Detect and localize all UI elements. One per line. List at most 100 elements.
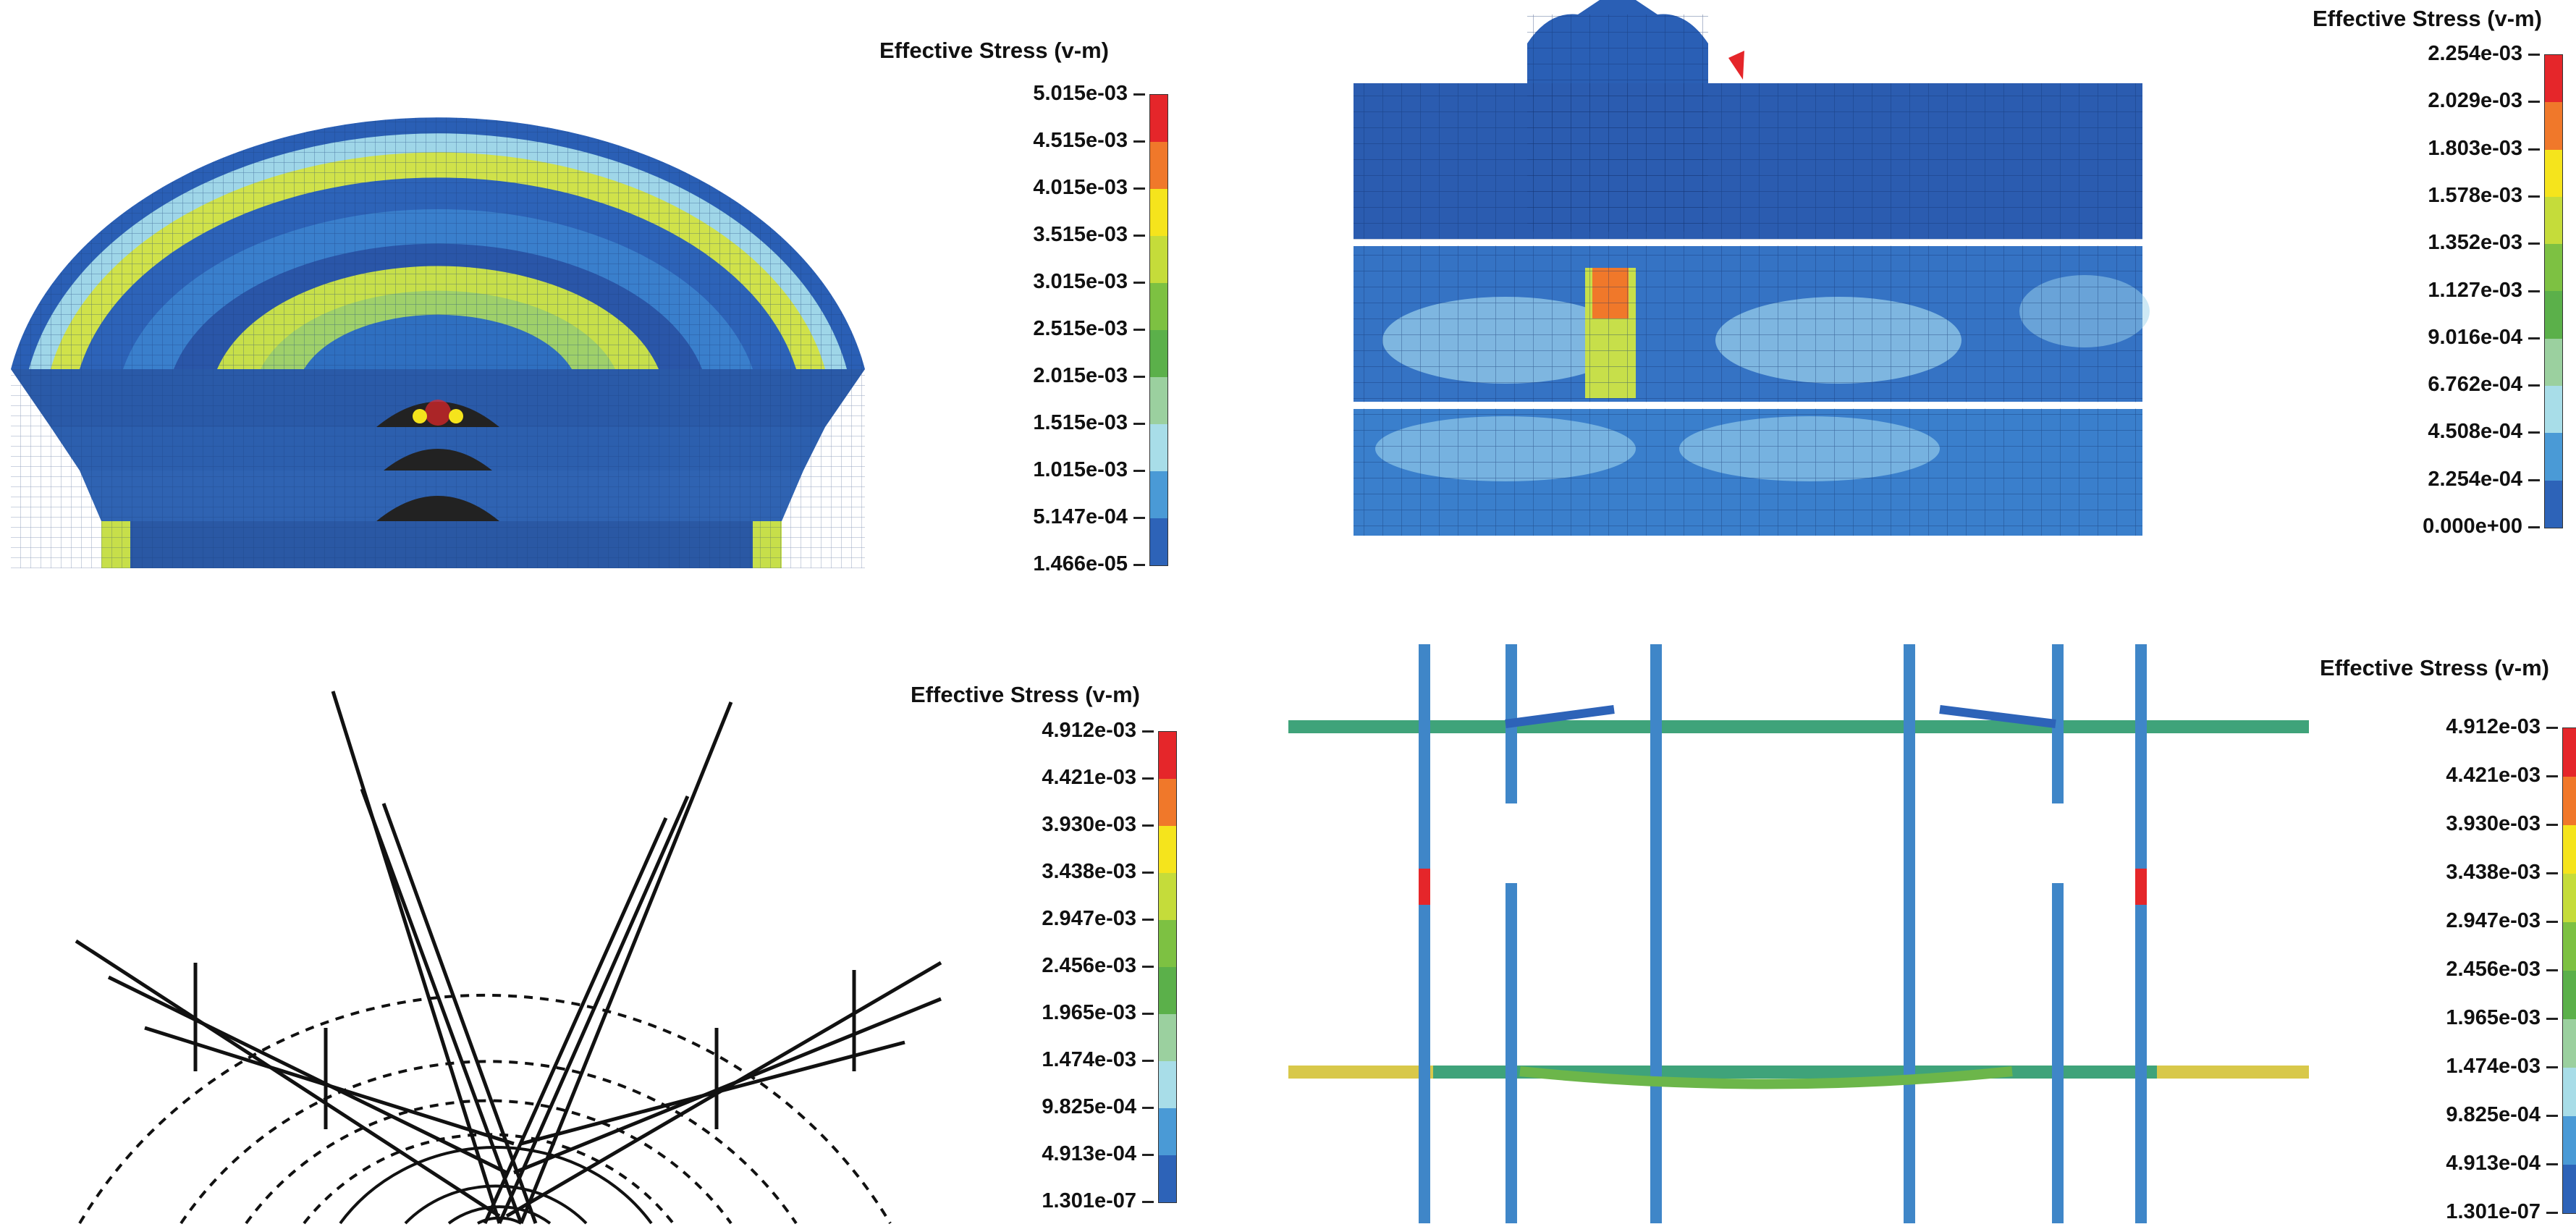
legend-tick-mark <box>1142 1154 1154 1156</box>
dome-mesh-model <box>11 117 865 568</box>
legend-tick-mark <box>2546 1163 2558 1165</box>
colorbar <box>2544 54 2563 528</box>
legend-title: Effective Stress (v-m) <box>2320 655 2550 680</box>
legend-tick-label: 9.016e-04 <box>2428 325 2522 349</box>
legend-tick-label: 4.912e-03 <box>1042 719 1136 742</box>
legend-tick-mark <box>2528 478 2540 481</box>
legend-tick-label: 2.456e-03 <box>2446 958 2541 981</box>
legend-tick-mark <box>2528 148 2540 151</box>
legend-tick-mark <box>2528 54 2540 56</box>
colorbar-segment <box>1159 873 1176 920</box>
legend-tick-label: 2.254e-04 <box>2428 467 2522 491</box>
legend-tick-mark <box>2546 1212 2558 1214</box>
colorbar-segment <box>1159 732 1176 779</box>
legend-tick-label: 4.913e-04 <box>1042 1142 1136 1165</box>
legend-tick-label: 2.947e-03 <box>2446 909 2541 932</box>
legend-tick-mark <box>1142 824 1154 827</box>
legend-tick-label: 3.438e-03 <box>2446 861 2541 884</box>
legend-tick-mark <box>2546 872 2558 874</box>
colorbar-segment <box>2563 1116 2576 1165</box>
legend-tick-mark <box>1133 470 1145 472</box>
legend-tick-mark <box>1133 376 1145 378</box>
legend-tick-label: 1.301e-07 <box>2446 1200 2541 1223</box>
legend-tick-label: 1.474e-03 <box>2446 1055 2541 1078</box>
colorbar-segment <box>1159 920 1176 967</box>
panel-top-right: Effective Stress (v-m) 2.254e-03 2.029e-0… <box>1288 0 2576 579</box>
legend-tick-label: 2.029e-03 <box>2428 89 2522 113</box>
legend-tick-label: 1.301e-07 <box>1042 1189 1136 1212</box>
colorbar-segment <box>1159 1108 1176 1155</box>
legend-tick-label: 3.515e-03 <box>1033 223 1128 246</box>
legend-tick-mark <box>2546 1115 2558 1117</box>
legend-title: Effective Stress (v-m) <box>879 38 1110 63</box>
legend-tick-label: 2.456e-03 <box>1042 954 1136 977</box>
legend-tick-mark <box>1133 282 1145 284</box>
bolt-wireframe-model <box>75 691 942 1225</box>
panel-bottom-left: Effective Stress (v-m) 4.912e-03 4.421e-0… <box>0 623 1230 1232</box>
colorbar-segment <box>1159 826 1176 873</box>
legend-tick-label: 1.965e-03 <box>2446 1006 2541 1029</box>
colorbar-segment <box>2563 971 2576 1019</box>
colorbar-segment <box>1150 283 1167 330</box>
legend-tick-label: 4.421e-03 <box>1042 766 1136 789</box>
colorbar-segment <box>2545 149 2562 197</box>
colorbar-segment <box>1159 967 1176 1014</box>
colorbar-segment <box>1150 424 1167 471</box>
legend-tick-mark <box>1133 517 1145 519</box>
colorbar-segment <box>2563 874 2576 922</box>
colorbar-segment <box>2545 244 2562 292</box>
colorbar-segment <box>2563 1165 2576 1213</box>
legend-tick-mark <box>1142 777 1154 780</box>
legend-tick-label: 3.930e-03 <box>1042 813 1136 836</box>
legend-tick-mark <box>1133 140 1145 143</box>
legend-tick-label: 1.965e-03 <box>1042 1001 1136 1024</box>
legend-tick-label: 2.254e-03 <box>2428 42 2522 65</box>
legend-tick-label: 2.947e-03 <box>1042 907 1136 930</box>
legend-tick-label: 3.438e-03 <box>1042 860 1136 883</box>
colorbar-segment <box>1150 471 1167 518</box>
colorbar-segment <box>1159 779 1176 826</box>
colorbar-segment <box>2545 102 2562 150</box>
legend-tick-mark <box>2528 431 2540 434</box>
colorbar-segment <box>2563 1019 2576 1068</box>
legend-tick-mark <box>1133 329 1145 331</box>
colorbar <box>1149 94 1168 566</box>
legend-tick-mark <box>1142 919 1154 921</box>
colorbar-segment <box>1150 236 1167 283</box>
colorbar-segment <box>2545 480 2562 528</box>
colorbar-segment <box>1150 95 1167 142</box>
legend-tick-mark <box>2546 727 2558 729</box>
panel-bottom-right: Effective Stress (v-m) 4.912e-03 4.421e-0… <box>1288 623 2576 1232</box>
legend-tick-label: 5.015e-03 <box>1033 82 1128 105</box>
legend-tick-label: 1.352e-03 <box>2428 231 2522 255</box>
legend-tick-label: 5.147e-04 <box>1033 505 1128 528</box>
legend-tick-mark <box>2546 1066 2558 1068</box>
legend-tick-mark <box>1133 564 1145 566</box>
legend-tick-mark <box>2546 775 2558 777</box>
legend-tick-mark <box>2546 824 2558 826</box>
legend-tick-mark <box>2528 242 2540 245</box>
legend-tick-mark <box>1142 730 1154 733</box>
legend-tick-mark <box>1133 423 1145 425</box>
cross-section-mesh-model <box>1354 0 2150 536</box>
colorbar <box>1158 731 1177 1203</box>
legend-tick-mark <box>1142 872 1154 874</box>
colorbar-segment <box>2563 728 2576 777</box>
colorbar-segment <box>1150 330 1167 377</box>
legend-tick-label: 1.015e-03 <box>1033 458 1128 481</box>
legend-tick-mark <box>2528 290 2540 292</box>
panel-top-left: Effective Stress (v-m) 5.015e-03 4.515e-0… <box>0 0 1230 579</box>
colorbar-segment <box>1150 518 1167 565</box>
legend-tick-mark <box>2528 101 2540 104</box>
legend-tick-label: 3.930e-03 <box>2446 812 2541 835</box>
legend-tick-label: 4.515e-03 <box>1033 129 1128 152</box>
legend-tick-mark <box>2546 969 2558 971</box>
rebar-grid-model <box>1288 644 2309 1223</box>
legend-tick-label: 1.127e-03 <box>2428 278 2522 302</box>
colorbar-segment <box>1150 377 1167 424</box>
legend-tick-label: 4.015e-03 <box>1033 176 1128 199</box>
colorbar-segment <box>1159 1061 1176 1108</box>
legend-tick-mark <box>1142 1013 1154 1015</box>
legend-tick-mark <box>2528 195 2540 198</box>
colorbar-segment <box>2545 386 2562 434</box>
